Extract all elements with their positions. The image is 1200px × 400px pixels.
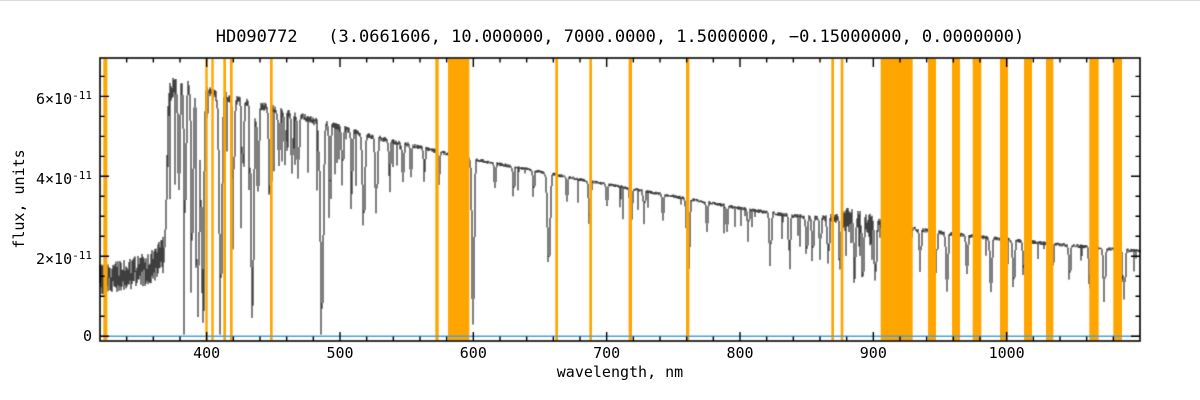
window-top-edge xyxy=(0,0,1200,1)
x-axis-label: wavelength, nm xyxy=(556,363,684,381)
x-tick-label: 900 xyxy=(859,344,887,362)
x-tick-label: 600 xyxy=(459,344,487,362)
y-axis-label: flux, units xyxy=(10,149,28,249)
y-tick-exponent: -11 xyxy=(72,249,92,263)
x-tick-label: 400 xyxy=(193,344,221,362)
x-tick-label: 500 xyxy=(326,344,354,362)
y-tick-exponent: -11 xyxy=(72,169,92,183)
plot-title: HD090772 (3.0661606, 10.000000, 7000.000… xyxy=(215,27,1025,47)
x-tick-label: 800 xyxy=(726,344,754,362)
y-tick-label: 0 xyxy=(82,327,92,346)
y-tick-label: 2×10-11 xyxy=(36,249,92,269)
y-tick-label: 6×10-11 xyxy=(36,89,92,109)
x-tick-label: 700 xyxy=(593,344,621,362)
y-tick-label: 4×10-11 xyxy=(36,169,92,189)
x-tick-label: 1000 xyxy=(988,344,1025,362)
y-tick-exponent: -11 xyxy=(72,89,92,103)
